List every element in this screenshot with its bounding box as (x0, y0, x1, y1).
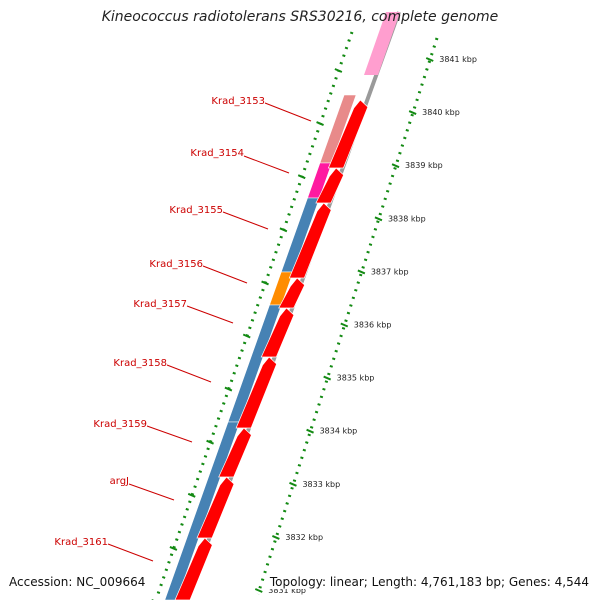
gene-leader-line (128, 483, 175, 501)
gene-callouts: Krad_3153 Krad_3154 Krad_3155 Krad_3156 Krad… (54, 96, 312, 562)
scale-major-tick (271, 534, 280, 540)
forward-gene-arrow (218, 427, 252, 478)
scale-tick-label: 3838 kbp (388, 214, 426, 223)
track-tick (242, 333, 251, 339)
scale-tick-label: 3836 kbp (354, 321, 392, 330)
track-tick (187, 492, 196, 498)
scale-tick-label: 3837 kbp (371, 267, 409, 276)
gene-leader-line (166, 364, 212, 383)
map-title: Kineococcus radiotolerans SRS30216, comp… (101, 9, 499, 25)
scale-major-tick (306, 428, 314, 434)
scale-dotted-line (256, 37, 439, 595)
scale-tick-label: 3832 kbp (285, 533, 323, 542)
gene-leader-line (202, 265, 248, 284)
scale-major-tick (425, 57, 434, 62)
scale-tick-label: 3833 kbp (302, 480, 340, 489)
gene-leader-line (264, 102, 312, 122)
forward-gene-arrow (260, 307, 295, 358)
feature-block-blue (164, 421, 241, 600)
forward-gene-arrow (327, 99, 369, 169)
forward-gene-arrow (315, 167, 345, 204)
track-tick (261, 280, 269, 286)
scale-major-tick (408, 110, 417, 116)
gene-label[interactable]: Krad_3154 (190, 148, 244, 159)
track-tick (169, 545, 178, 551)
scale-track: 3841 kbp 3840 kbp 3839 kbp 3838 kbp 3837 kbp… (254, 37, 477, 595)
gene-label[interactable]: Krad_3157 (133, 299, 187, 310)
scale-tick-label: 3835 kbp (337, 374, 375, 383)
gene-leader-line (107, 543, 154, 562)
scale-major-tick (391, 163, 400, 169)
gene-leader-line (222, 211, 269, 230)
track-tick (297, 174, 306, 180)
scale-major-tick (374, 216, 383, 222)
scale-tick-label: 3834 kbp (320, 427, 358, 436)
scale-major-tick (323, 375, 332, 381)
gene-label[interactable]: Krad_3155 (169, 205, 223, 216)
topology-label: Topology: linear; Length: 4,761,183 bp; … (267, 575, 591, 589)
track-tick (224, 386, 233, 392)
track-tick (316, 121, 324, 127)
scale-major-tick (340, 322, 349, 328)
tick-track (151, 31, 354, 600)
feature-block-pink (364, 12, 400, 75)
scale-tick-label: 3831 kbp (268, 586, 306, 595)
accession-label: Accession: NC_009664 (7, 575, 148, 589)
track-tick (279, 227, 288, 233)
gene-label[interactable]: Krad_3153 (211, 96, 265, 107)
forward-gene-arrow (196, 476, 235, 539)
feature-blocks (164, 12, 400, 600)
gene-label[interactable]: Krad_3158 (113, 358, 167, 369)
scale-major-tick (357, 269, 366, 275)
gene-leader-line (186, 305, 234, 324)
scale-tick-label: 3841 kbp (439, 55, 477, 64)
gene-leader-line (146, 425, 193, 443)
forward-gene-arrow (278, 277, 306, 309)
scale-major-tick (254, 588, 263, 593)
gene-label[interactable]: Krad_3161 (54, 537, 108, 548)
forward-gene-arrow (288, 202, 332, 279)
gene-leader-line (243, 155, 290, 174)
scale-major-tick (289, 481, 297, 487)
forward-gene-arrow (174, 537, 213, 600)
scale-tick-label: 3840 kbp (422, 108, 460, 117)
scale-tick-label: 3839 kbp (405, 161, 443, 170)
gene-label[interactable]: Krad_3156 (149, 259, 203, 270)
track-tick (206, 439, 214, 445)
forward-gene-arrow (235, 356, 278, 429)
gene-label[interactable]: argJ (110, 476, 129, 487)
forward-gene-arrows (174, 99, 369, 600)
gene-label[interactable]: Krad_3159 (93, 419, 147, 430)
track-tick (334, 68, 343, 73)
tick-dotted-line (156, 31, 354, 595)
